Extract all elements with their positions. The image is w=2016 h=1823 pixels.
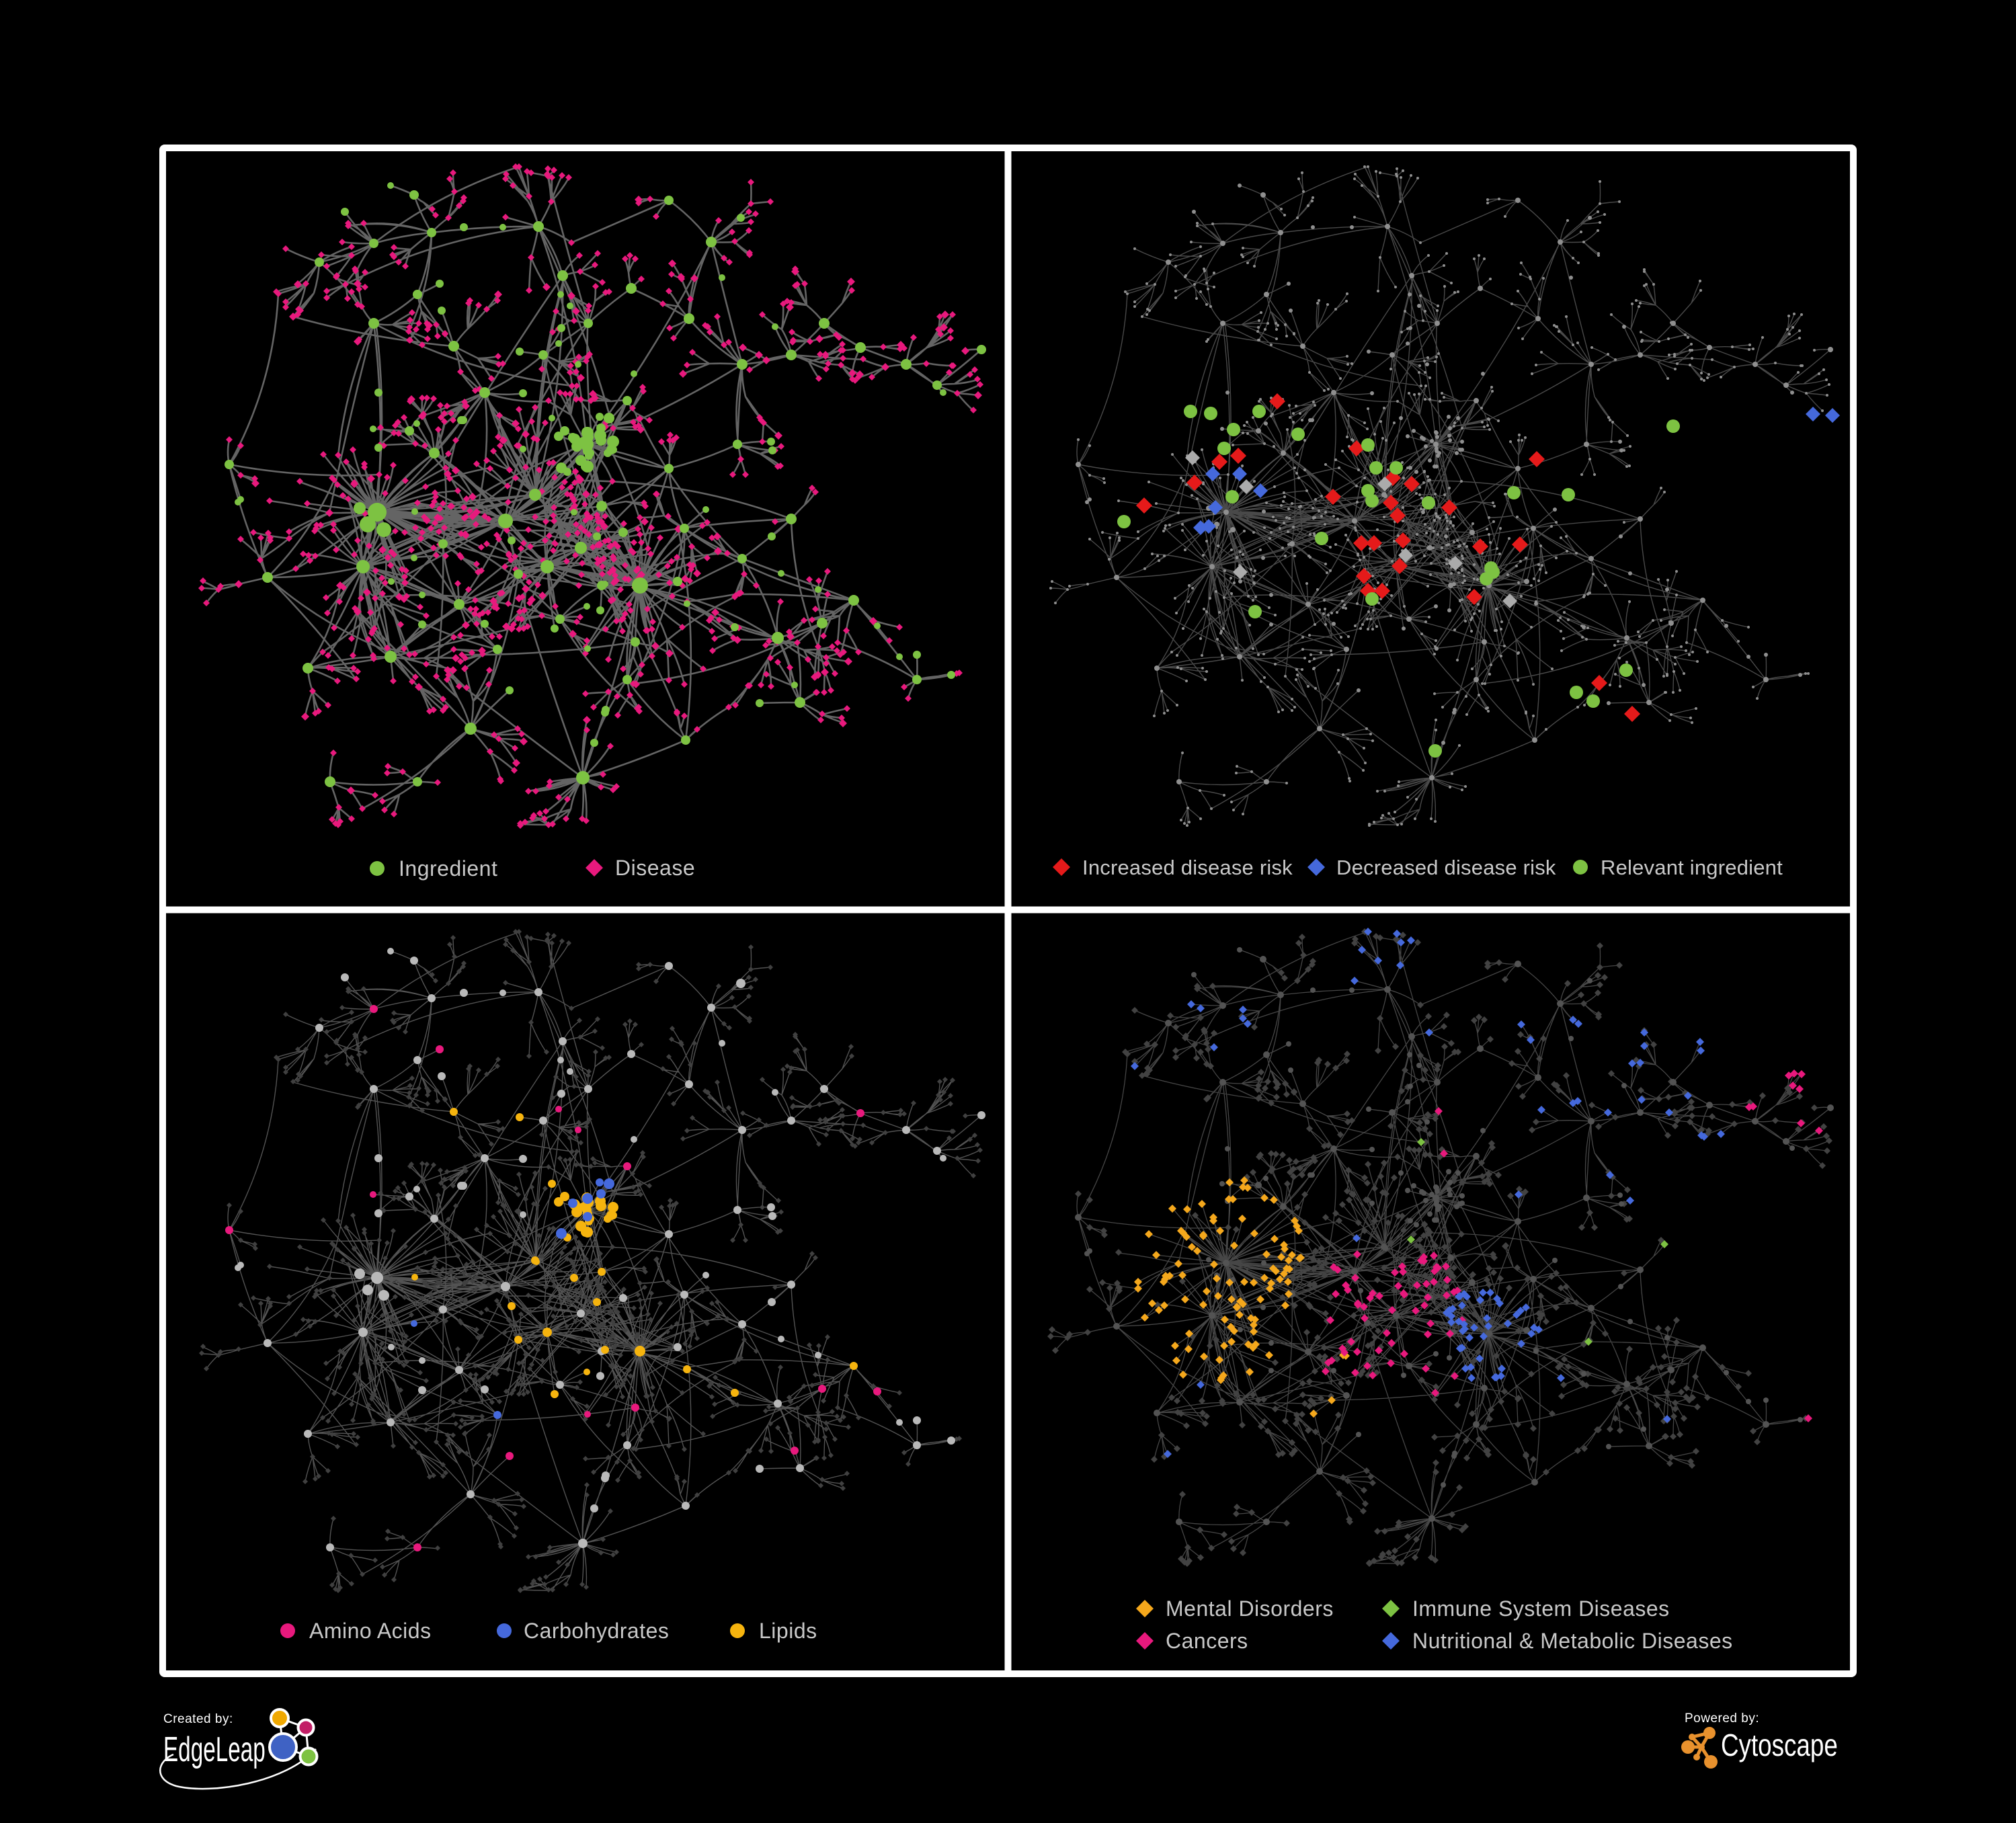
svg-text:Carbohydrates: Carbohydrates (524, 1619, 669, 1643)
svg-text:Cancers: Cancers (1166, 1629, 1248, 1653)
svg-text:Mental Disorders: Mental Disorders (1166, 1596, 1334, 1621)
svg-text:Relevant ingredient: Relevant ingredient (1601, 856, 1783, 879)
svg-text:Nutritional & Metabolic Diseas: Nutritional & Metabolic Diseases (1412, 1629, 1733, 1653)
svg-text:Ingredient: Ingredient (399, 856, 497, 881)
svg-text:Increased disease risk: Increased disease risk (1082, 856, 1293, 879)
svg-text:Cytoscape: Cytoscape (1721, 1728, 1838, 1763)
svg-text:Lipids: Lipids (759, 1619, 817, 1643)
svg-text:Amino Acids: Amino Acids (309, 1619, 432, 1643)
svg-text:Powered by:: Powered by: (1685, 1711, 1759, 1726)
svg-text:Disease: Disease (615, 856, 695, 880)
svg-text:Decreased disease risk: Decreased disease risk (1336, 856, 1556, 879)
svg-text:Immune System Diseases: Immune System Diseases (1412, 1596, 1670, 1621)
svg-text:Created by:: Created by: (163, 1712, 233, 1726)
svg-text:EdgeLeap: EdgeLeap (163, 1730, 266, 1769)
